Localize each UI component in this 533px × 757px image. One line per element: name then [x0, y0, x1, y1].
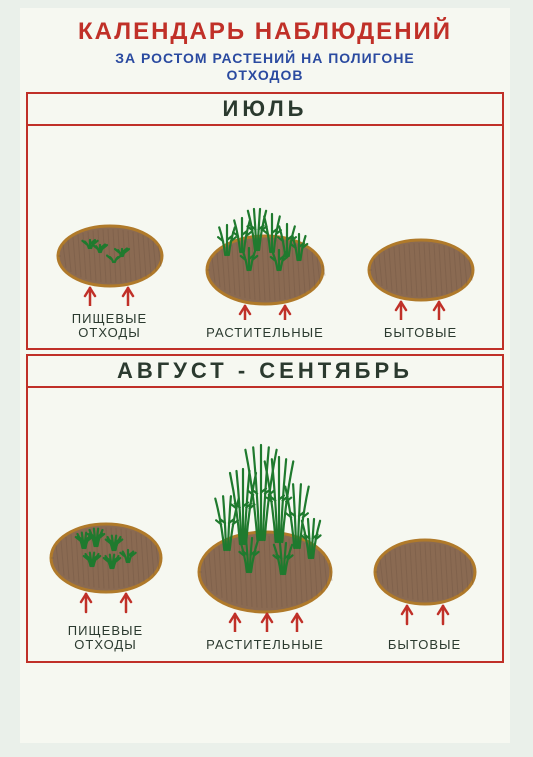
plot-label: БЫТОВЫЕ: [384, 326, 457, 340]
plot-illustration: [34, 418, 178, 618]
plot-illustration: [187, 170, 343, 320]
waste-plot: ПИЩЕВЫЕОТХОДЫ: [32, 418, 179, 653]
plot-label: ПИЩЕВЫЕОТХОДЫ: [72, 312, 147, 341]
panel-body: ПИЩЕВЫЕОТХОДЫ РАСТИТЕЛЬНЫЕ БЫТОВЫЕ: [28, 126, 502, 349]
plot-label: БЫТОВЫЕ: [388, 638, 461, 652]
panel-body: ПИЩЕВЫЕОТХОДЫ РАСТИТЕЛЬНЫЕ БЫТОВЫЕ: [28, 388, 502, 661]
subtitle: ЗА РОСТОМ РАСТЕНИЙ НА ПОЛИГОНЕ ОТХОДОВ: [24, 50, 506, 84]
waste-plot: БЫТОВЫЕ: [343, 170, 498, 340]
title-block: КАЛЕНДАРЬ НАБЛЮДЕНИЙ ЗА РОСТОМ РАСТЕНИЙ …: [20, 8, 510, 88]
panel-header: АВГУСТ - СЕНТЯБРЬ: [28, 356, 502, 388]
plot-illustration: [359, 432, 491, 632]
month-panel: ИЮЛЬ ПИЩЕВЫЕОТХОДЫ РАСТИТЕЛЬНЫЕ БЫТОВЫЕ: [26, 92, 504, 351]
waste-plot: РАСТИТЕЛЬНЫЕ: [179, 432, 351, 652]
plot-illustration: [40, 156, 180, 306]
plot-label: РАСТИТЕЛЬНЫЕ: [206, 326, 324, 340]
panel-header: ИЮЛЬ: [28, 94, 502, 126]
plot-illustration: [179, 432, 351, 632]
plot-illustration: [351, 170, 491, 320]
poster-sheet: КАЛЕНДАРЬ НАБЛЮДЕНИЙ ЗА РОСТОМ РАСТЕНИЙ …: [20, 8, 510, 743]
subtitle-line1: ЗА РОСТОМ РАСТЕНИЙ НА ПОЛИГОНЕ: [115, 50, 415, 66]
subtitle-line2: ОТХОДОВ: [226, 67, 303, 83]
waste-plot: ПИЩЕВЫЕОТХОДЫ: [32, 156, 187, 341]
waste-plot: БЫТОВЫЕ: [351, 432, 498, 652]
panels-container: ИЮЛЬ ПИЩЕВЫЕОТХОДЫ РАСТИТЕЛЬНЫЕ БЫТОВЫЕА…: [20, 92, 510, 663]
plot-label: ПИЩЕВЫЕОТХОДЫ: [68, 624, 143, 653]
waste-plot: РАСТИТЕЛЬНЫЕ: [187, 170, 343, 340]
main-title: КАЛЕНДАРЬ НАБЛЮДЕНИЙ: [24, 18, 506, 46]
month-panel: АВГУСТ - СЕНТЯБРЬ ПИЩЕВЫЕОТХОДЫ РАСТИТЕЛ…: [26, 354, 504, 663]
plot-label: РАСТИТЕЛЬНЫЕ: [206, 638, 324, 652]
